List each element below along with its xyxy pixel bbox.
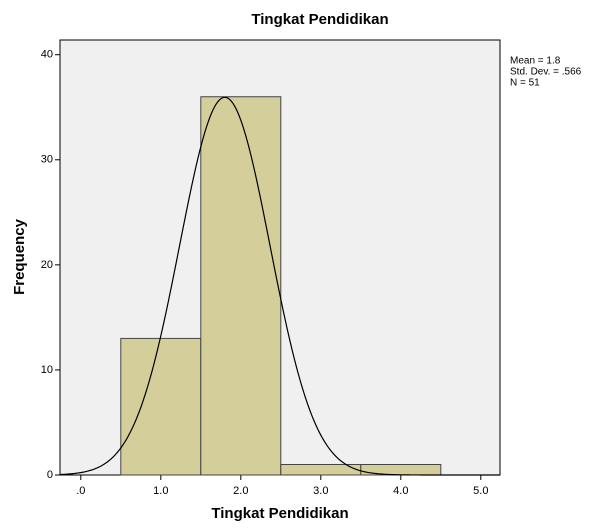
- bar: [200, 96, 282, 476]
- y-tick-label: 30: [41, 154, 53, 166]
- stats-annotation: N = 51: [510, 78, 540, 89]
- bar: [120, 337, 202, 476]
- x-tick-label: 5.0: [473, 485, 488, 497]
- y-tick-label: 20: [41, 259, 53, 271]
- x-axis-label: Tingkat Pendidikan: [211, 505, 348, 522]
- x-tick-label: 4.0: [393, 485, 408, 497]
- stats-annotation: Std. Dev. = .566: [510, 67, 582, 78]
- normal-curve: [59, 96, 500, 476]
- stats-annotation: Mean = 1.8: [510, 56, 561, 67]
- x-tick-label: .0: [76, 485, 85, 497]
- x-tick-label: 3.0: [313, 485, 328, 497]
- x-tick-label: 1.0: [153, 485, 168, 497]
- chart-title: Tingkat Pendidikan: [251, 11, 388, 28]
- y-tick-label: 40: [41, 49, 53, 61]
- y-tick-label: 10: [41, 364, 53, 376]
- y-tick-label: 0: [47, 469, 53, 481]
- y-axis-label: Frequency: [11, 218, 28, 295]
- x-tick-label: 2.0: [233, 485, 248, 497]
